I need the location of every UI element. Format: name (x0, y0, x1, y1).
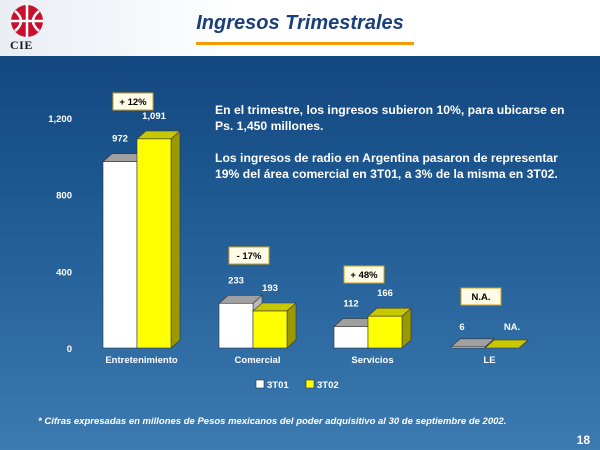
page-title: Ingresos Trimestrales (196, 12, 404, 34)
legend-label: 3T02 (317, 380, 339, 391)
page-number: 18 (576, 433, 590, 447)
commentary-paragraph-1: En el trimestre, los ingresos subieron 1… (215, 103, 565, 133)
data-label: 6 (459, 322, 464, 333)
y-tick-label: 400 (56, 267, 72, 278)
x-tick-label: LE (483, 355, 495, 366)
data-label: 166 (377, 288, 393, 299)
x-tick-label: Entretenimiento (105, 355, 178, 366)
change-badge-text: - 17% (237, 251, 262, 262)
cie-logo (11, 5, 43, 37)
data-label: 972 (112, 134, 128, 145)
bar (102, 161, 138, 349)
title-underline (196, 42, 414, 45)
x-tick-label: Servicios (351, 355, 393, 366)
y-tick-label: 0 (67, 344, 72, 355)
commentary: En el trimestre, los ingresos subieron 1… (215, 102, 585, 198)
change-badge (343, 265, 385, 284)
legend-label: 3T01 (267, 380, 289, 391)
slide-header: CIE Ingresos Trimestrales (0, 0, 600, 56)
legend-swatch (255, 379, 265, 389)
bar (450, 346, 486, 349)
bar (136, 138, 172, 349)
change-badge (112, 92, 154, 111)
change-badge-text: N.A. (472, 292, 491, 303)
x-tick-label: Comercial (235, 355, 281, 366)
change-badge (460, 287, 502, 306)
legend-swatch (305, 379, 315, 389)
logo-text: CIE (10, 38, 33, 52)
bar (333, 326, 369, 349)
bar (252, 310, 288, 349)
y-tick-label: 800 (56, 191, 72, 202)
bar (367, 315, 403, 349)
bar (218, 303, 254, 349)
change-badge (228, 246, 270, 265)
data-label: 112 (343, 299, 358, 310)
commentary-paragraph-2: Los ingresos de radio en Argentina pasar… (215, 151, 558, 181)
data-label: 1,091 (142, 111, 166, 122)
bar-side (170, 130, 181, 349)
data-label: 193 (262, 283, 278, 294)
change-badge-text: + 12% (119, 97, 147, 108)
data-label: 233 (228, 275, 244, 286)
y-tick-label: 1,200 (48, 114, 72, 125)
data-label: NA. (504, 322, 520, 333)
change-badge-text: + 48% (350, 270, 378, 281)
bar-top (484, 339, 529, 349)
footnote: * Cifras expresadas en millones de Pesos… (38, 416, 507, 427)
